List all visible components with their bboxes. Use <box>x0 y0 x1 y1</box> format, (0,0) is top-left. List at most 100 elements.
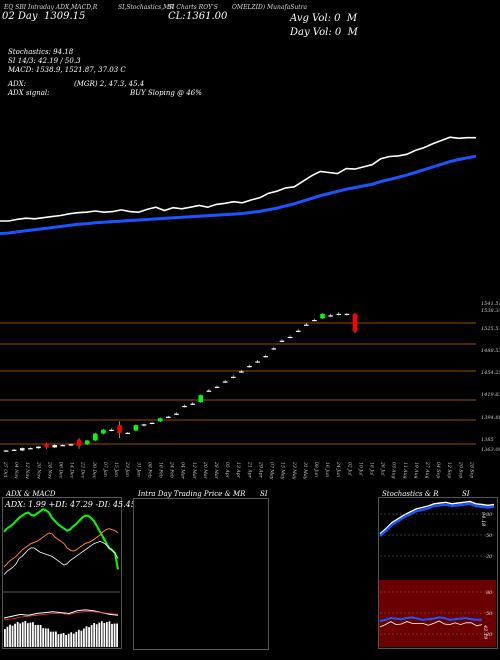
rsi-value: 42.19 <box>482 624 488 640</box>
date-label: 04 Nov <box>13 462 19 479</box>
date-label: 04 Mar <box>180 462 186 480</box>
candle-body <box>133 425 139 431</box>
date-label: 31 Jan <box>135 462 141 477</box>
rsi-background <box>379 580 496 647</box>
candle-body <box>109 429 114 431</box>
macd-bar <box>16 621 19 647</box>
date-label: 10 Jul <box>357 462 363 476</box>
adx-signal-label: ADX signal: <box>8 89 50 97</box>
macd-readout: MACD: 1538.9, 1521.87, 37.03 C <box>8 66 126 74</box>
macd-bar <box>93 623 96 647</box>
candle-body <box>239 371 244 373</box>
date-label: 08 Feb <box>146 462 152 478</box>
date-label: 05 Apr <box>224 462 230 479</box>
macd-bar <box>44 628 47 647</box>
macd-bar <box>113 623 116 647</box>
day-vol: Day Vol: 0 M <box>290 27 358 38</box>
mrsi-panel <box>133 498 269 650</box>
date-label: 07 May <box>269 462 275 480</box>
macd-bar <box>39 624 42 647</box>
candle-body <box>157 418 163 422</box>
macd-bar <box>11 625 14 647</box>
date-label: 03 Aug <box>391 462 397 479</box>
stoch-k-line <box>379 500 495 535</box>
mrsi-title: Intra Day Trading Price & MR <box>138 490 246 498</box>
date-value: 1309.15 <box>44 11 86 22</box>
date-label: 12 Sep <box>446 462 452 478</box>
date-label: 14 Dec <box>69 462 75 479</box>
candle-body <box>166 416 171 418</box>
candle-body <box>3 450 9 452</box>
candle-body <box>263 356 269 358</box>
candle-body <box>36 446 41 449</box>
date-label: 20 Sep <box>457 461 463 478</box>
date-label: 16 Feb <box>158 462 164 478</box>
macd-bar <box>80 630 83 647</box>
macd-bar <box>37 624 39 647</box>
date-label: 04 Sep <box>435 462 441 478</box>
macd-bar <box>88 627 90 647</box>
rsi-tick: 50 <box>486 611 493 617</box>
date-label: 26 Jul <box>380 461 386 476</box>
macd-bar <box>26 623 29 647</box>
macd-bar <box>98 622 101 647</box>
macd-bar <box>72 633 75 647</box>
candle-body <box>60 445 66 447</box>
si-readout: SI 14/3: 42.19 / 50.3 <box>8 57 81 65</box>
adx-panel-title: ADX & MACD <box>6 490 56 498</box>
header-line1b: SI,Stochastics,MR <box>118 4 174 11</box>
adx-line <box>3 540 119 575</box>
mrsi-line <box>379 620 483 628</box>
candle-body <box>312 319 317 322</box>
candle-body <box>222 381 228 383</box>
candle-body <box>68 444 74 446</box>
macd-bar <box>57 634 60 647</box>
header-line1d: OMELZID) MunafaSutra <box>232 4 308 11</box>
candle-body <box>11 449 17 451</box>
adx-label: ADX: <box>8 80 27 88</box>
date-label: 15 Jan <box>113 462 119 477</box>
candle-body <box>92 433 98 441</box>
macd-bar <box>62 632 65 647</box>
candle-body <box>182 405 187 408</box>
macd-bar <box>55 631 57 647</box>
price-axis-label: 1394.80 <box>481 415 500 421</box>
date-label: 12 Mar <box>191 462 197 480</box>
date-label: 08 Jun <box>313 462 319 477</box>
date-label: 23 May <box>291 461 297 480</box>
macd-bar <box>34 624 37 647</box>
price-axis-label: 1541.51 <box>481 301 500 307</box>
candle-body <box>279 340 285 342</box>
price-axis-label: 1363.00 <box>481 447 500 453</box>
candle-body <box>44 443 49 448</box>
mrsi-title2: SI <box>260 490 268 498</box>
macd-bar <box>108 621 111 647</box>
date-label: 20 Nov <box>35 461 41 479</box>
macd-bar <box>42 628 45 647</box>
candle-body <box>336 313 342 316</box>
macd-bar <box>47 628 50 647</box>
date-label: 29 Apr <box>257 461 263 479</box>
stoch-tick: 20 <box>485 554 493 560</box>
rsi-tick: 20 <box>485 632 493 638</box>
candle-body <box>19 448 25 451</box>
macd-bar <box>85 626 88 647</box>
macd-bar <box>95 624 98 647</box>
date-label: 06 Dec <box>58 462 64 479</box>
candle-body <box>287 336 293 339</box>
macd-bar <box>106 622 108 647</box>
candle-body <box>174 413 179 415</box>
candle-body <box>255 361 260 363</box>
rsi-line <box>379 616 482 622</box>
macd-bar <box>49 631 52 647</box>
date-label: 24 Jun <box>335 461 341 477</box>
candle-body <box>247 366 252 368</box>
price-line <box>0 136 476 222</box>
candle-body <box>206 390 212 392</box>
candle-body <box>117 425 122 433</box>
date-label: 27 Oct <box>2 461 8 478</box>
close-value: 1361.00 <box>186 11 228 22</box>
candle-body <box>149 422 155 425</box>
candle-body <box>352 313 358 332</box>
date-label: 24 Feb <box>169 461 175 478</box>
